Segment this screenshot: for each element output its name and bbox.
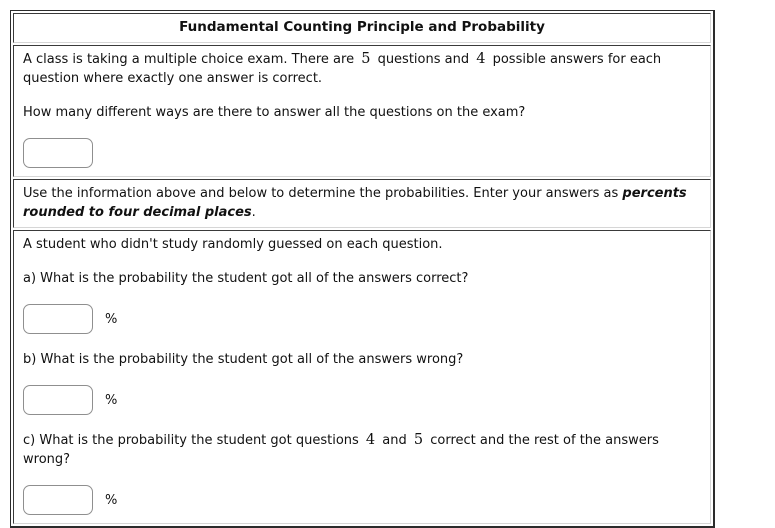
part-a-percent-label: %	[105, 311, 118, 327]
part-b-question: b) What is the probability the student g…	[23, 352, 464, 367]
instructions-end: .	[251, 205, 256, 220]
part-b-input[interactable]	[23, 385, 93, 415]
instructions-plain: Use the information above and below to d…	[23, 186, 623, 201]
math-number-q5: 5	[413, 432, 424, 448]
part-b-percent-label: %	[105, 392, 118, 408]
title-row: Fundamental Counting Principle and Proba…	[13, 13, 711, 43]
part-c-text-1: c) What is the probability the student g…	[23, 433, 363, 448]
counting-question-row: A class is taking a multiple choice exam…	[13, 45, 711, 177]
part-c-text-3: correct and the rest of the answers wron…	[23, 433, 659, 467]
instructions-emphasis: percents rounded to four decimal places	[23, 186, 687, 220]
instructions-row: Use the information above and below to d…	[13, 179, 711, 228]
question-total-ways: How many different ways are there to ans…	[23, 105, 526, 120]
total-ways-input[interactable]	[23, 138, 93, 168]
part-c-input-row: %	[23, 485, 701, 515]
probability-parts-cell: A student who didn't study randomly gues…	[13, 230, 711, 524]
intro-text-2: questions and	[373, 52, 474, 67]
probability-parts-row: A student who didn't study randomly gues…	[13, 230, 711, 524]
intro-text-3: possible answers for each question where…	[23, 52, 662, 86]
total-ways-input-row	[23, 138, 701, 168]
math-number-answers: 4	[476, 51, 486, 67]
part-a-input[interactable]	[23, 304, 93, 334]
problem-intro: A class is taking a multiple choice exam…	[23, 50, 701, 88]
part-c-percent-label: %	[105, 492, 118, 508]
counting-question-cell: A class is taking a multiple choice exam…	[13, 45, 711, 177]
part-c-input[interactable]	[23, 485, 93, 515]
part-c-question: c) What is the probability the student g…	[23, 431, 701, 469]
math-number-q4: 4	[365, 432, 376, 448]
problem-title: Fundamental Counting Principle and Proba…	[13, 13, 711, 43]
scenario-text: A student who didn't study randomly gues…	[23, 237, 443, 252]
instructions-cell: Use the information above and below to d…	[13, 179, 711, 228]
part-b-input-row: %	[23, 385, 701, 415]
math-number-questions: 5	[361, 51, 371, 67]
part-a-input-row: %	[23, 304, 701, 334]
part-c-text-2: and	[378, 433, 411, 448]
problem-table: Fundamental Counting Principle and Proba…	[10, 10, 715, 528]
intro-text-1: A class is taking a multiple choice exam…	[23, 52, 359, 67]
part-a-question: a) What is the probability the student g…	[23, 271, 469, 286]
instructions-text: Use the information above and below to d…	[23, 184, 701, 222]
